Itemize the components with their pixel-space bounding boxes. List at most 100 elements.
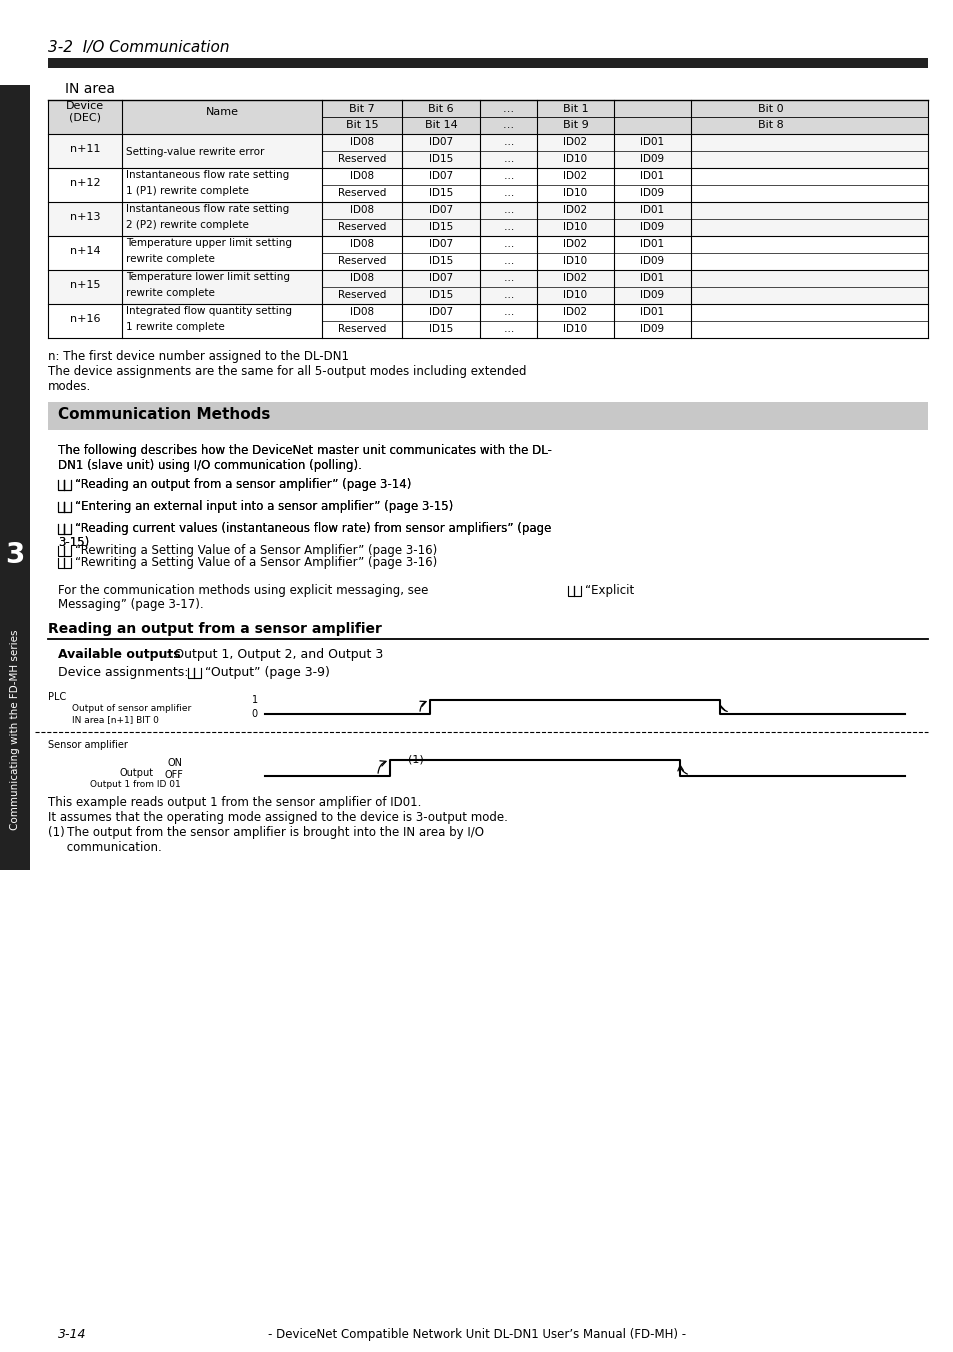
Text: Reserved: Reserved [337,324,386,334]
Text: communication.: communication. [48,841,162,854]
Text: For the communication methods using explicit messaging, see: For the communication methods using expl… [58,584,428,598]
Text: Temperature upper limit setting: Temperature upper limit setting [126,238,292,247]
Text: “Output” (page 3-9): “Output” (page 3-9) [205,667,330,679]
Text: …: … [503,206,513,215]
Text: …: … [503,273,513,283]
Text: n+15: n+15 [70,280,100,289]
Text: This example reads output 1 from the sensor amplifier of ID01.: This example reads output 1 from the sen… [48,796,421,808]
Text: Setting-value rewrite error: Setting-value rewrite error [126,147,264,157]
Text: Bit 8: Bit 8 [758,120,783,130]
Text: Bit 15: Bit 15 [345,120,378,130]
Text: Bit 1: Bit 1 [562,104,588,114]
Text: ID07: ID07 [429,239,453,249]
Text: - DeviceNet Compatible Network Unit DL-DN1 User’s Manual (FD-MH) -: - DeviceNet Compatible Network Unit DL-D… [268,1328,685,1341]
Text: Integrated flow quantity setting: Integrated flow quantity setting [126,306,292,316]
Text: (1): (1) [408,754,423,764]
Text: Bit 14: Bit 14 [424,120,456,130]
Text: Messaging” (page 3-17).: Messaging” (page 3-17). [58,598,203,611]
Text: Bit 0: Bit 0 [758,104,783,114]
Text: ID08: ID08 [350,239,374,249]
Text: ID10: ID10 [563,289,587,300]
Text: It assumes that the operating mode assigned to the device is 3-output mode.: It assumes that the operating mode assig… [48,811,507,823]
Text: ID10: ID10 [563,256,587,266]
Text: ID01: ID01 [639,239,664,249]
Text: IN area [n+1] BIT 0: IN area [n+1] BIT 0 [71,715,159,725]
Text: The following describes how the DeviceNet master unit communicates with the DL-: The following describes how the DeviceNe… [58,443,551,457]
Text: Name: Name [205,107,238,118]
Bar [48,442,927,608]
Text: Available outputs: Available outputs [58,648,180,661]
Text: ID08: ID08 [350,206,374,215]
Text: Device
(DEC): Device (DEC) [66,101,104,123]
Text: 1 rewrite complete: 1 rewrite complete [126,322,225,333]
Text: Reading an output from a sensor amplifier: Reading an output from a sensor amplifie… [48,622,381,635]
Text: Bit 7: Bit 7 [349,104,375,114]
Text: Reserved: Reserved [337,222,386,233]
Text: ID08: ID08 [350,307,374,316]
Text: Reserved: Reserved [337,188,386,197]
Text: ID02: ID02 [563,307,587,316]
Text: ID15: ID15 [429,256,453,266]
Text: ID09: ID09 [639,188,664,197]
Text: ID02: ID02 [563,137,587,147]
Text: Sensor amplifier: Sensor amplifier [48,740,128,750]
Text: Communication Methods: Communication Methods [58,407,270,422]
Text: ID02: ID02 [563,170,587,181]
Text: ID09: ID09 [639,289,664,300]
Text: …: … [503,222,513,233]
Text: n: The first device number assigned to the DL-DN1: n: The first device number assigned to t… [48,350,349,362]
Bar [48,100,927,134]
Text: ID08: ID08 [350,137,374,147]
Text: …: … [502,104,514,114]
Text: “Rewriting a Setting Value of a Sensor Amplifier” (page 3-16): “Rewriting a Setting Value of a Sensor A… [75,544,436,557]
Text: ID15: ID15 [429,222,453,233]
Text: Reserved: Reserved [337,256,386,266]
Text: ID07: ID07 [429,206,453,215]
Text: …: … [503,188,513,197]
Text: ID01: ID01 [639,273,664,283]
Bar [48,237,927,270]
Text: ID10: ID10 [563,154,587,164]
Text: OFF: OFF [165,771,184,780]
Text: 3-15): 3-15) [58,535,90,549]
Text: …: … [503,154,513,164]
Text: ID09: ID09 [639,222,664,233]
Text: ID15: ID15 [429,154,453,164]
Text: …: … [503,307,513,316]
Text: ID08: ID08 [350,170,374,181]
Text: IN area: IN area [65,82,115,96]
Text: ID07: ID07 [429,273,453,283]
Text: “Rewriting a Setting Value of a Sensor Amplifier” (page 3-16): “Rewriting a Setting Value of a Sensor A… [75,556,436,569]
Text: ID01: ID01 [639,170,664,181]
Text: The device assignments are the same for all 5-output modes including extended: The device assignments are the same for … [48,365,526,379]
Text: “Explicit: “Explicit [584,584,634,598]
Text: DN1 (slave unit) using I/O communication (polling).: DN1 (slave unit) using I/O communication… [58,458,361,472]
Text: “Reading current values (instantaneous flow rate) from sensor amplifiers” (page: “Reading current values (instantaneous f… [75,522,551,535]
Text: “Entering an external input into a sensor amplifier” (page 3-15): “Entering an external input into a senso… [75,500,453,512]
Text: ON: ON [168,758,183,768]
Text: n+16: n+16 [70,314,100,324]
Text: ID02: ID02 [563,239,587,249]
Text: ID10: ID10 [563,188,587,197]
Text: …: … [503,289,513,300]
Text: DN1 (slave unit) using I/O communication (polling).: DN1 (slave unit) using I/O communication… [58,458,361,472]
Text: Bit 6: Bit 6 [428,104,454,114]
Text: Communicating with the FD-MH series: Communicating with the FD-MH series [10,630,20,830]
Text: ID09: ID09 [639,154,664,164]
Text: 0: 0 [252,708,257,719]
Text: …: … [503,324,513,334]
Text: ID02: ID02 [563,273,587,283]
Text: modes.: modes. [48,380,91,393]
Text: Output 1 from ID 01: Output 1 from ID 01 [90,780,180,790]
Text: ID02: ID02 [563,206,587,215]
Text: …: … [503,256,513,266]
Text: ID07: ID07 [429,137,453,147]
Text: ID01: ID01 [639,307,664,316]
Text: The following describes how the DeviceNet master unit communicates with the DL-: The following describes how the DeviceNe… [58,443,551,457]
Text: Reserved: Reserved [337,289,386,300]
Bar [48,201,927,237]
Text: 1: 1 [252,695,257,704]
Text: “Reading an output from a sensor amplifier” (page 3-14): “Reading an output from a sensor amplifi… [75,479,411,491]
Text: Bit 9: Bit 9 [562,120,588,130]
Text: 3-15): 3-15) [58,535,90,549]
